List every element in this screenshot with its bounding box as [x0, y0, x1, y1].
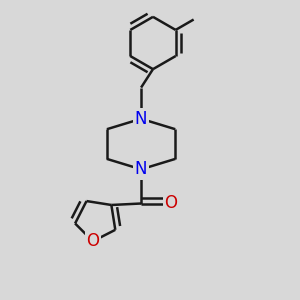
Text: O: O	[164, 194, 177, 212]
Text: N: N	[135, 110, 147, 128]
Text: O: O	[86, 232, 99, 250]
Text: N: N	[135, 160, 147, 178]
